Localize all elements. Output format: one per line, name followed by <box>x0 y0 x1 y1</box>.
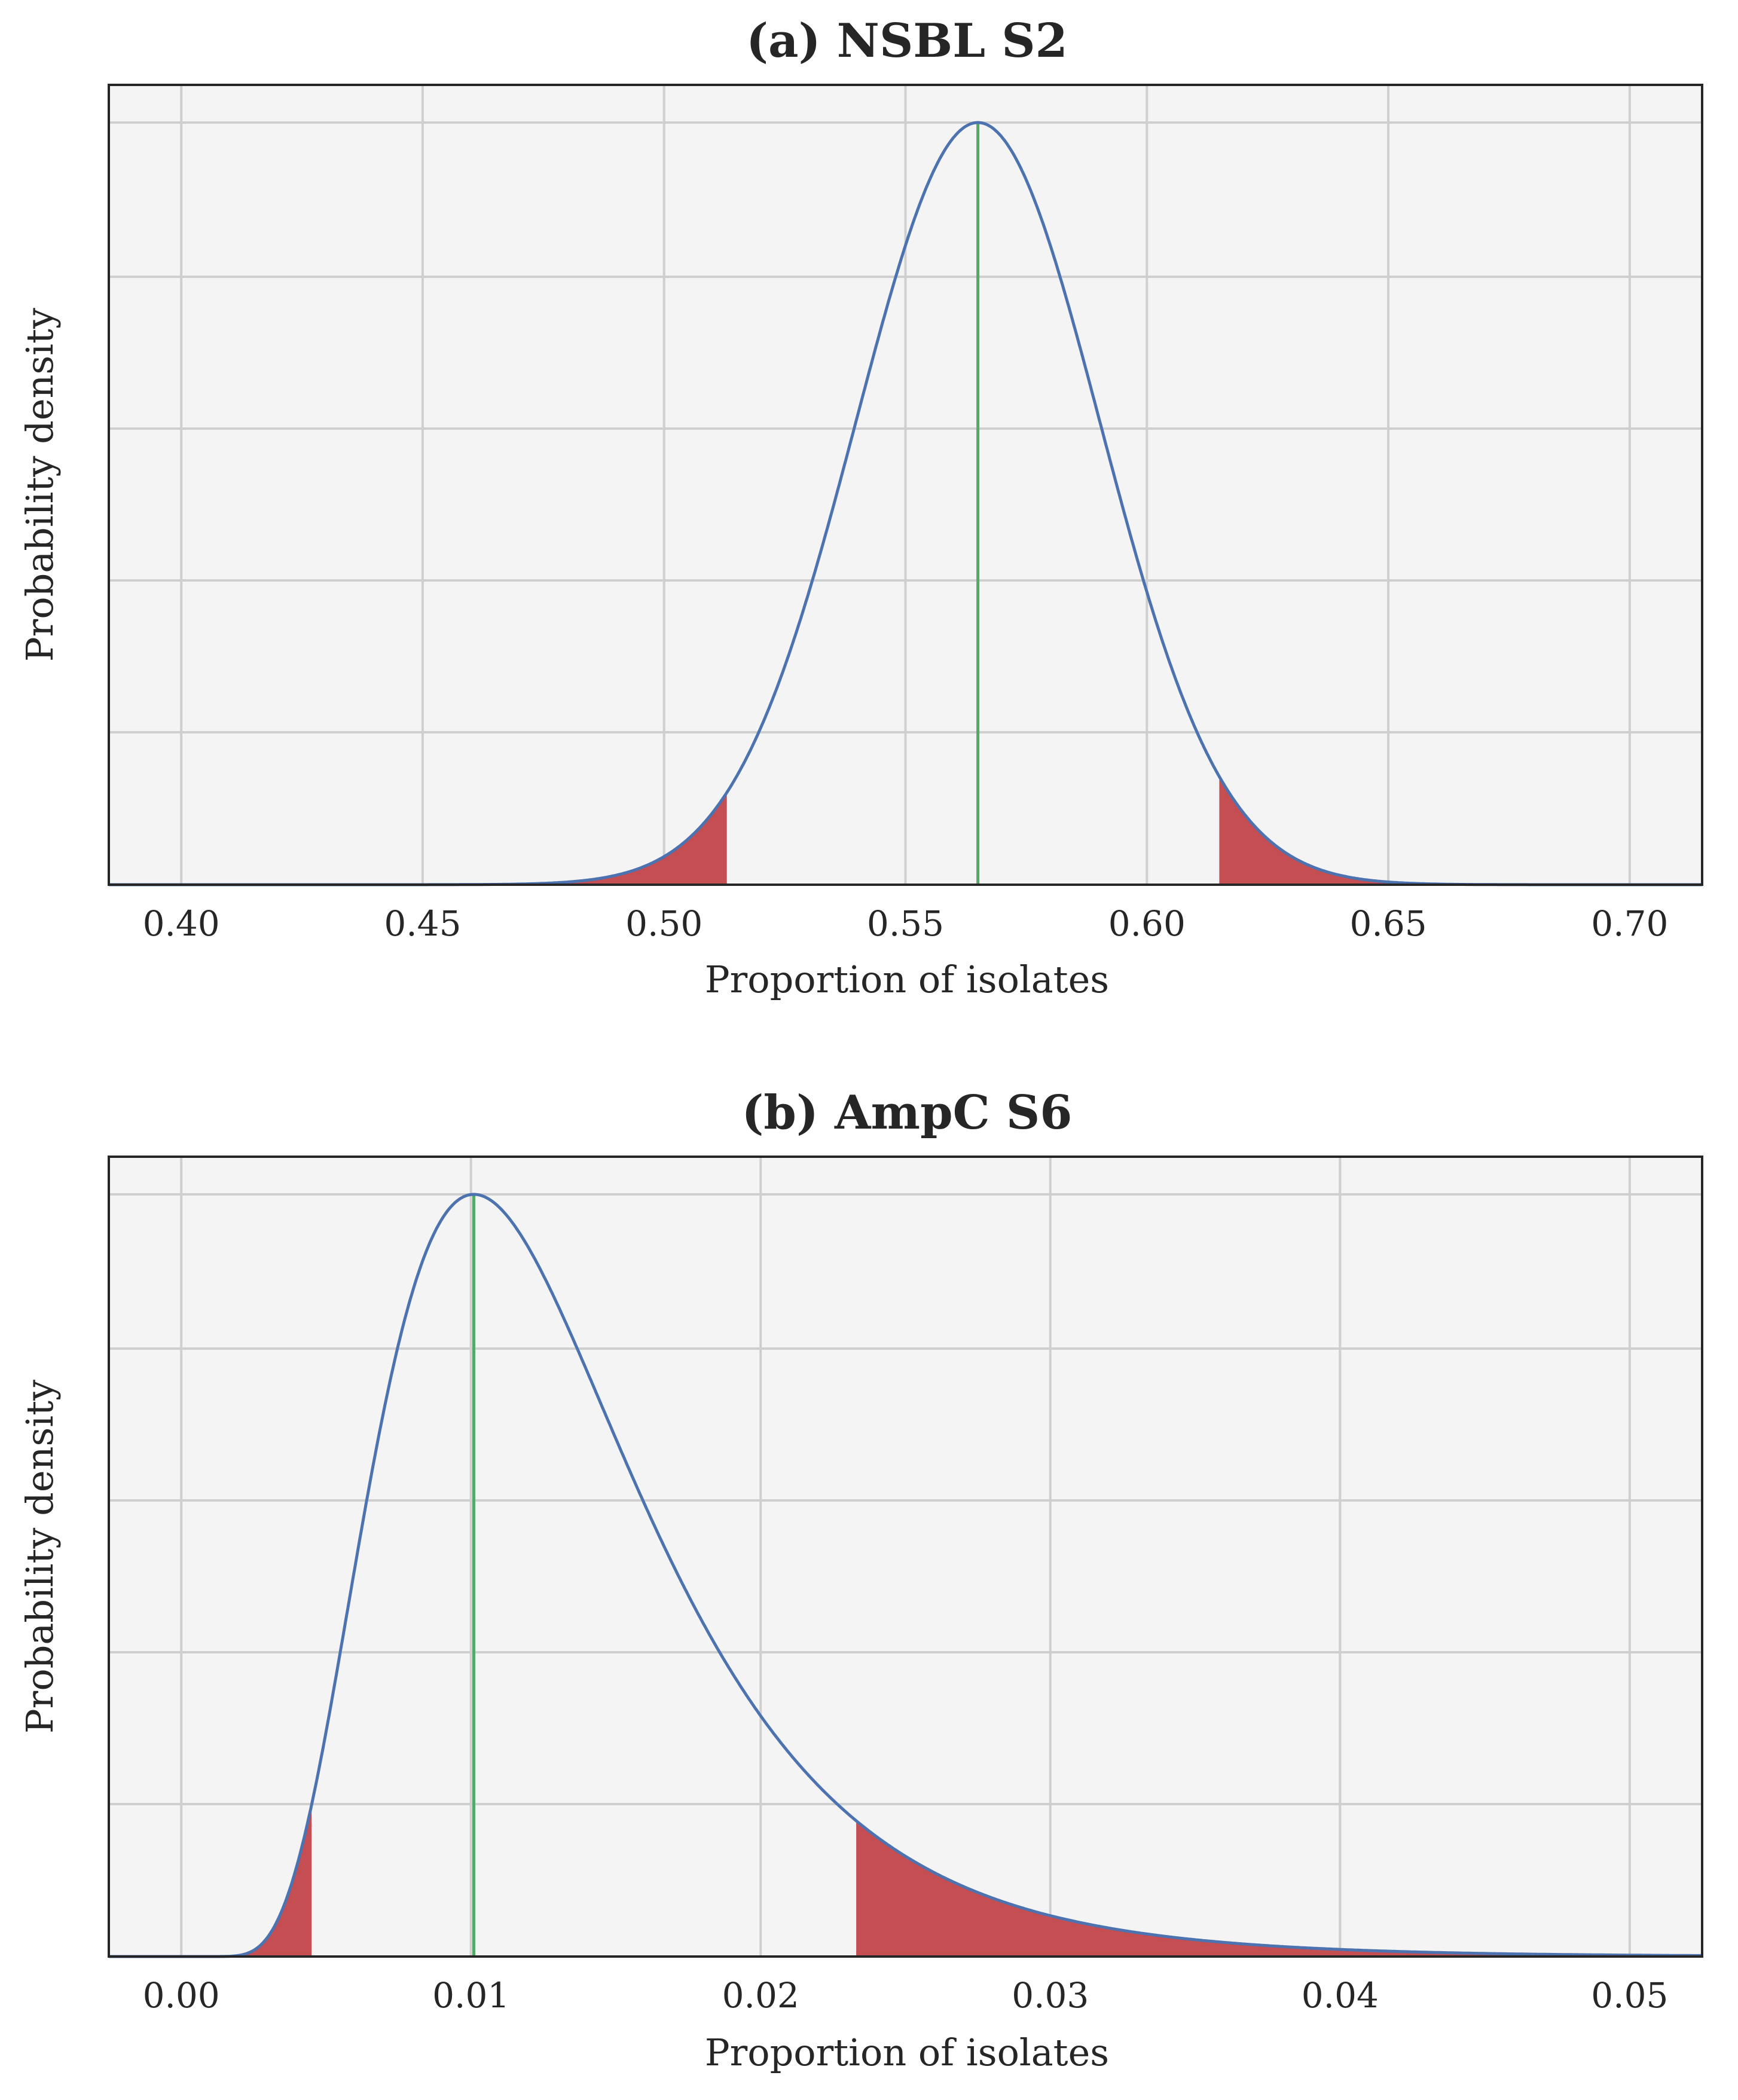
chart-b-grid <box>109 1157 1702 1957</box>
chart-b-x-ticks: 0.00 0.01 0.02 0.03 0.04 0.05 <box>143 1975 1669 2016</box>
x-tick-label: 0.40 <box>143 903 220 944</box>
x-tick-label: 0.70 <box>1591 903 1668 944</box>
chart-b-title: (b) AmpC S6 <box>742 1086 1073 1140</box>
x-tick-label: 0.03 <box>1012 1975 1089 2016</box>
x-tick-label: 0.02 <box>722 1975 799 2016</box>
x-tick-label: 0.55 <box>867 903 944 944</box>
x-tick-label: 0.01 <box>432 1975 509 2016</box>
chart-a-x-axis-label: Proportion of isolates <box>705 958 1109 1001</box>
chart-b-plot-area <box>109 1157 1702 1957</box>
chart-a-x-ticks: 0.40 0.45 0.50 0.55 0.60 0.65 0.70 <box>143 903 1669 944</box>
chart-a-title: (a) NSBL S2 <box>746 14 1068 68</box>
x-tick-label: 0.50 <box>625 903 702 944</box>
chart-b-y-axis-label: Probability density <box>18 1380 62 1734</box>
upper-tail-area <box>1219 777 1702 885</box>
chart-a-grid <box>109 85 1702 885</box>
x-tick-label: 0.00 <box>143 1975 220 2016</box>
x-tick-label: 0.60 <box>1108 903 1186 944</box>
chart-b-data <box>108 1193 1703 1958</box>
chart-a-y-axis-label: Probability density <box>18 308 62 662</box>
panel-a: (a) NSBL S2 0.40 0.45 0.50 0.55 0.60 0.65 0.70… <box>18 14 1703 1001</box>
upper-tail-area <box>856 1820 1702 1957</box>
chart-b-x-axis-label: Proportion of isolates <box>705 2031 1109 2074</box>
x-tick-label: 0.45 <box>384 903 461 944</box>
x-tick-label: 0.65 <box>1350 903 1427 944</box>
lower-tail-area <box>109 792 727 885</box>
density-curve <box>108 1193 1703 1958</box>
chart-b-frame <box>108 1156 1703 1958</box>
panel-b: (b) AmpC S6 0.00 0.01 0.02 0.03 0.04 0.05 Pro… <box>18 1086 1703 2074</box>
chart-a-frame <box>108 84 1703 886</box>
x-tick-label: 0.04 <box>1302 1975 1379 2016</box>
x-tick-label: 0.05 <box>1591 1975 1668 2016</box>
